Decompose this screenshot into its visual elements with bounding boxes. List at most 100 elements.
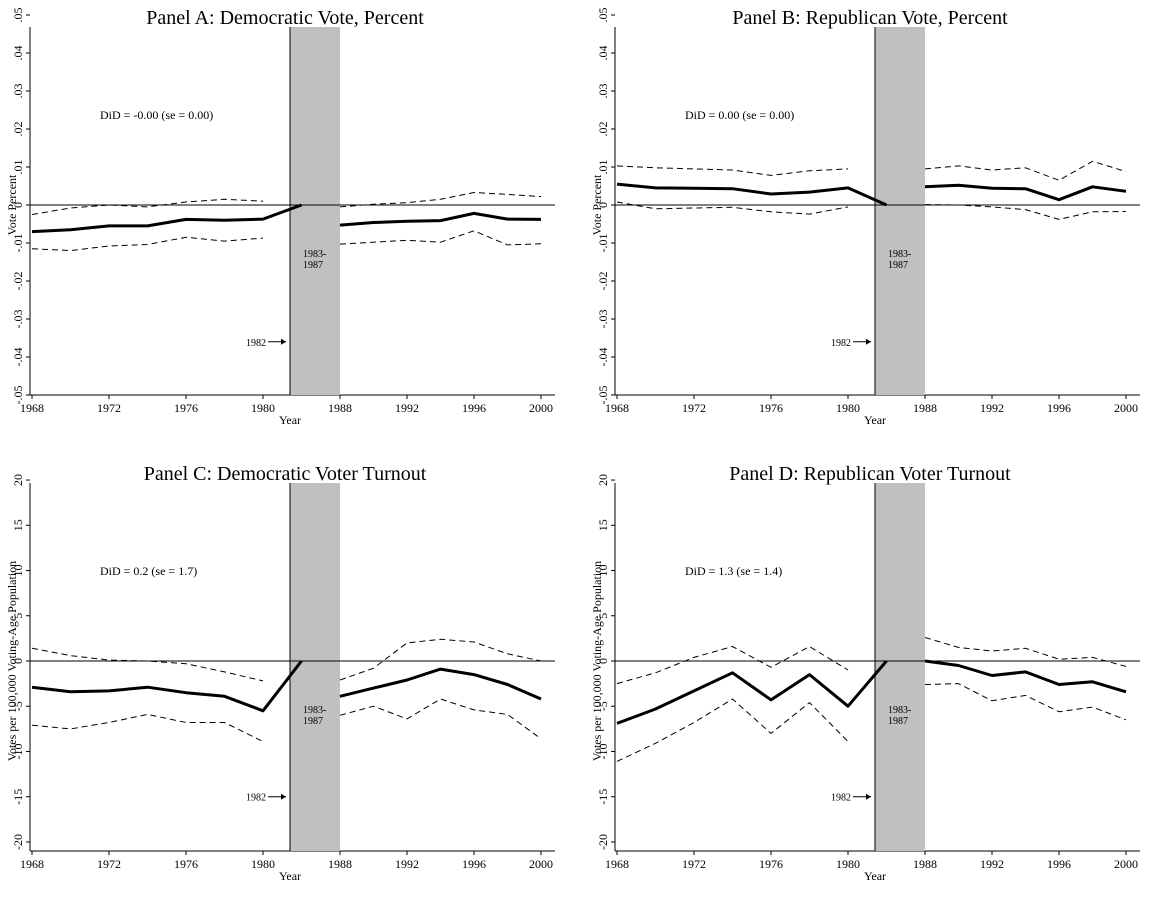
- y-tick-label: -.03: [11, 310, 25, 329]
- x-tick-label: 1980: [251, 401, 275, 415]
- y-tick-label: -5: [11, 701, 25, 711]
- arrow-head: [281, 793, 286, 800]
- x-axis-title: Year: [864, 869, 886, 883]
- panel-title: Panel C: Democratic Voter Turnout: [144, 463, 427, 485]
- confidence-bound-line-segment-2: [339, 192, 542, 208]
- x-tick-label: 2000: [1114, 857, 1138, 871]
- shaded-period-label: 1983-1987: [888, 249, 911, 271]
- y-axis-title: Votes per 100,000 Voting-Age Population: [5, 561, 19, 761]
- x-tick-label: 1972: [97, 857, 121, 871]
- y-tick-label: -.05: [11, 386, 25, 405]
- x-tick-label: 1968: [20, 857, 44, 871]
- x-tick-label: 1996: [462, 857, 486, 871]
- shaded-period-label: 1983-1987: [888, 705, 911, 727]
- y-tick-label: .05: [11, 8, 25, 23]
- shaded-period: [290, 27, 340, 395]
- y-tick-label: -.03: [596, 310, 610, 329]
- arrow-label-1982: 1982: [246, 338, 266, 349]
- y-tick-label: 0: [596, 202, 610, 208]
- y-tick-label: -.01: [596, 234, 610, 253]
- y-tick-label: .04: [596, 46, 610, 61]
- y-tick-label: 10: [596, 565, 610, 577]
- x-tick-label: 1988: [328, 857, 352, 871]
- estimate-line-segment-2: [924, 183, 1127, 202]
- y-tick-label: -15: [596, 789, 610, 805]
- x-tick-label: 1992: [980, 401, 1004, 415]
- y-tick-label: -10: [596, 743, 610, 759]
- arrow-label-1982: 1982: [831, 793, 851, 804]
- y-tick-label: -.01: [11, 234, 25, 253]
- confidence-bound-line-segment-2: [924, 637, 1127, 667]
- x-tick-label: 1976: [174, 857, 198, 871]
- confidence-bound-line-segment-2: [924, 204, 1127, 220]
- x-tick-label: 1988: [913, 857, 937, 871]
- estimate-line-segment-1: [31, 203, 303, 234]
- y-axis-title: Vote Percent: [5, 174, 19, 235]
- estimate-line-segment-1: [616, 182, 888, 207]
- y-tick-label: 5: [596, 613, 610, 619]
- confidence-bound-line-segment-2: [924, 160, 1127, 181]
- y-tick-label: 20: [596, 474, 610, 486]
- confidence-bound-line-segment-1: [31, 198, 264, 215]
- shaded-period: [875, 27, 925, 395]
- estimate-line-segment-2: [924, 659, 1127, 694]
- x-tick-label: 1992: [395, 857, 419, 871]
- confidence-bound-line-segment-2: [339, 230, 542, 246]
- panel-a-chart: Panel A: Democratic Vote, Percent .05 .04.…: [5, 7, 555, 427]
- y-tick-label: 15: [11, 519, 25, 531]
- estimate-line-segment-1: [616, 660, 888, 725]
- did-annotation: DiD = -0.00 (se = 0.00): [100, 108, 213, 122]
- y-tick-label: 0: [596, 658, 610, 664]
- x-tick-label: 1972: [682, 857, 706, 871]
- x-tick-label: 1972: [682, 401, 706, 415]
- y-tick-label: 5: [11, 613, 25, 619]
- panel-a: Panel A: Democratic Vote, Percent .05 .04.…: [0, 0, 570, 450]
- y-tick-label: 15: [596, 519, 610, 531]
- x-tick-label: 1972: [97, 401, 121, 415]
- panel-title: Panel D: Republican Voter Turnout: [729, 463, 1011, 485]
- x-tick-label: 1980: [251, 857, 275, 871]
- y-tick-label: -.04: [596, 348, 610, 367]
- arrow-label-1982: 1982: [246, 793, 266, 804]
- x-axis-title: Year: [279, 869, 301, 883]
- x-tick-label: 1996: [1047, 857, 1071, 871]
- arrow-head: [866, 793, 871, 800]
- y-tick-label: -20: [596, 834, 610, 850]
- x-tick-label: 2000: [529, 857, 553, 871]
- confidence-bound-line-segment-1: [31, 647, 264, 682]
- y-tick-label: .03: [596, 84, 610, 99]
- x-tick-label: 1988: [328, 401, 352, 415]
- y-axis-title: Vote Percent: [590, 174, 604, 235]
- y-tick-label: -.04: [11, 348, 25, 367]
- y-tick-label: -.02: [11, 272, 25, 291]
- y-tick-label: -15: [11, 789, 25, 805]
- y-tick-label: -20: [11, 834, 25, 850]
- did-annotation: DiD = 1.3 (se = 1.4): [685, 564, 782, 578]
- x-tick-label: 1968: [605, 857, 629, 871]
- y-tick-label: -.05: [596, 386, 610, 405]
- y-tick-label: .04: [11, 46, 25, 61]
- panel-title: Panel A: Democratic Vote, Percent: [146, 7, 424, 29]
- x-tick-label: 2000: [1114, 401, 1138, 415]
- y-tick-label: .05: [596, 8, 610, 23]
- x-tick-label: 1992: [395, 401, 419, 415]
- panel-c: Panel C: Democratic Voter Turnout 20 15 10 5…: [0, 456, 570, 906]
- y-axis-title: Votes per 100,000 Voting-Age Population: [590, 561, 604, 761]
- confidence-bound-line-segment-1: [616, 646, 849, 685]
- x-tick-label: 1980: [836, 857, 860, 871]
- confidence-bound-line-segment-1: [31, 236, 264, 252]
- y-tick-label: 0: [11, 202, 25, 208]
- x-tick-label: 1980: [836, 401, 860, 415]
- x-tick-label: 1976: [759, 401, 783, 415]
- estimate-line-segment-2: [339, 667, 542, 701]
- shaded-period-label: 1983-1987: [303, 705, 326, 727]
- did-annotation: DiD = 0.00 (se = 0.00): [685, 108, 794, 122]
- confidence-bound-line-segment-1: [616, 698, 849, 762]
- x-tick-label: 1996: [1047, 401, 1071, 415]
- panel-c-chart: Panel C: Democratic Voter Turnout 20 15 10 5…: [5, 463, 555, 883]
- x-tick-label: 1968: [20, 401, 44, 415]
- y-tick-label: .01: [11, 160, 25, 175]
- confidence-bound-line-segment-1: [616, 165, 849, 176]
- y-tick-label: 20: [11, 474, 25, 486]
- x-tick-label: 2000: [529, 401, 553, 415]
